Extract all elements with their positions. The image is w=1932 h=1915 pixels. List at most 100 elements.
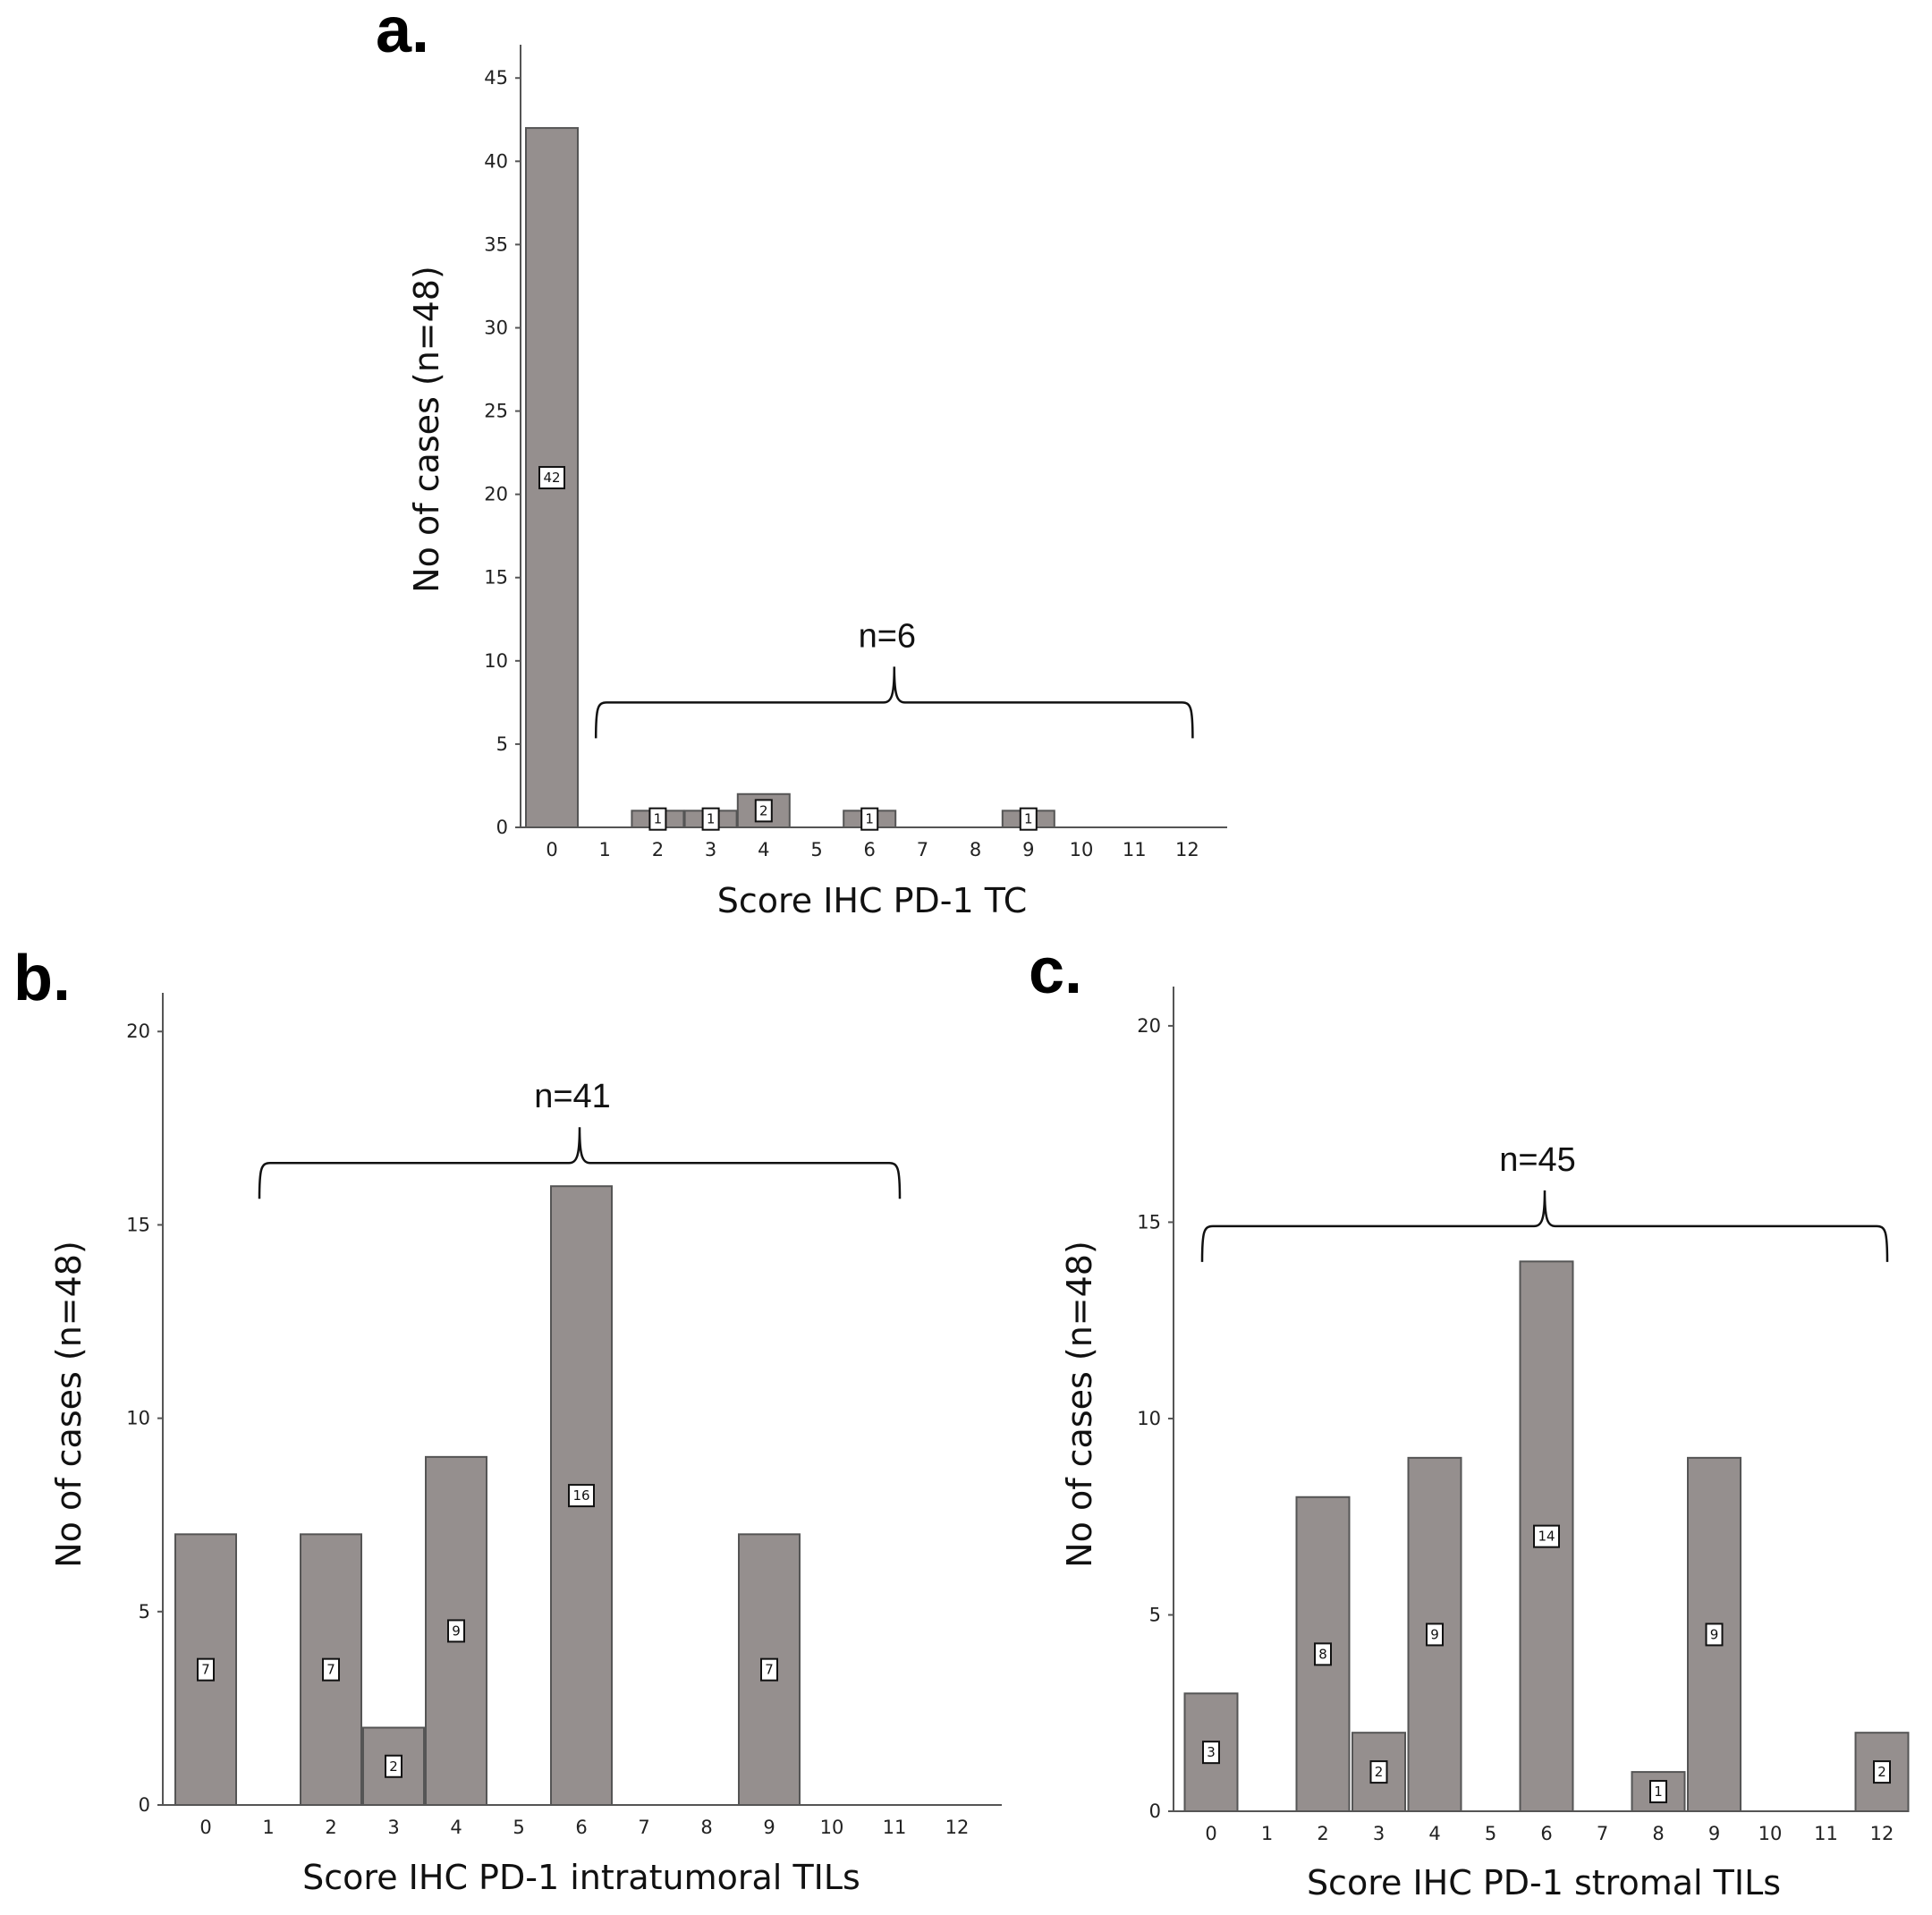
x-tick-label: 9 (763, 1817, 775, 1838)
y-tick-label: 5 (496, 733, 508, 755)
data-label-box (1369, 1760, 1388, 1784)
data-label: 9 (1710, 1626, 1719, 1642)
y-tick-label: 10 (1137, 1408, 1161, 1429)
data-label-box (1019, 807, 1038, 831)
x-tick-label: 3 (387, 1817, 399, 1838)
x-tick-label: 2 (652, 839, 664, 860)
y-tick-label: 5 (139, 1601, 150, 1623)
x-tick-label: 11 (883, 1817, 907, 1838)
bracket-label: n=41 (534, 1078, 611, 1115)
x-tick-label: 12 (1870, 1823, 1894, 1844)
y-tick-label: 15 (484, 567, 508, 589)
x-tick-label: 6 (1540, 1823, 1552, 1844)
data-label-box (760, 1657, 778, 1682)
x-tick-label: 3 (1373, 1823, 1385, 1844)
y-tick-label: 20 (484, 484, 508, 505)
y-tick-label: 0 (139, 1794, 150, 1816)
data-label-box (1873, 1760, 1891, 1784)
x-tick-label: 4 (450, 1817, 462, 1838)
x-tick-label: 11 (1123, 839, 1147, 860)
data-label: 3 (1207, 1744, 1216, 1760)
x-tick-label: 0 (199, 1817, 211, 1838)
x-tick-label: 6 (575, 1817, 587, 1838)
data-label-box (1202, 1741, 1220, 1765)
x-tick-label: 2 (325, 1817, 336, 1838)
x-tick-label: 5 (513, 1817, 524, 1838)
x-tick-label: 8 (970, 839, 981, 860)
x-tick-label: 12 (945, 1817, 970, 1838)
y-axis-title: No of cases (n=48) (407, 266, 446, 593)
data-label: 14 (1538, 1529, 1555, 1545)
data-label: 1 (1654, 1784, 1663, 1800)
data-label: 2 (1375, 1764, 1384, 1780)
x-tick-label: 10 (820, 1817, 844, 1838)
data-label: 7 (765, 1662, 774, 1678)
y-tick-label: 20 (1137, 1015, 1161, 1037)
x-tick-label: 11 (1814, 1823, 1838, 1844)
x-tick-label: 10 (1070, 839, 1094, 860)
y-tick-label: 20 (126, 1021, 150, 1042)
y-tick-label: 25 (484, 401, 508, 422)
data-label-box (1649, 1780, 1667, 1804)
y-tick-label: 30 (484, 317, 508, 338)
y-axis-title: No of cases (n=48) (49, 1241, 89, 1568)
bracket-label: n=45 (1499, 1141, 1576, 1179)
x-tick-label: 4 (1428, 1823, 1440, 1844)
data-label: 7 (326, 1662, 335, 1678)
x-tick-label: 2 (1317, 1823, 1328, 1844)
x-axis-title: Score IHC PD-1 stromal TILs (1307, 1863, 1781, 1902)
data-label: 1 (654, 811, 663, 827)
x-axis-title: Score IHC PD-1 TC (717, 881, 1028, 920)
y-tick-label: 10 (126, 1408, 150, 1429)
x-tick-label: 0 (1205, 1823, 1216, 1844)
data-label-box (1426, 1623, 1444, 1647)
x-tick-label: 7 (638, 1817, 649, 1838)
x-tick-label: 1 (1261, 1823, 1273, 1844)
data-label-box (322, 1657, 340, 1682)
bracket (258, 1127, 902, 1199)
x-tick-label: 1 (262, 1817, 274, 1838)
data-label-box (385, 1754, 402, 1778)
panel-label: a. (376, 0, 429, 66)
data-label: 2 (389, 1758, 398, 1775)
x-tick-label: 5 (1485, 1823, 1496, 1844)
data-label-box (1705, 1623, 1724, 1647)
x-tick-label: 6 (864, 839, 876, 860)
y-axis-title: No of cases (n=48) (1060, 1241, 1099, 1568)
data-label-box (568, 1484, 595, 1508)
x-axis-title: Score IHC PD-1 intratumoral TILs (302, 1858, 860, 1897)
y-tick-label: 45 (484, 67, 508, 89)
y-tick-label: 0 (1149, 1801, 1161, 1822)
x-tick-label: 8 (1652, 1823, 1664, 1844)
bracket (1200, 1190, 1889, 1262)
data-label: 1 (865, 811, 874, 827)
data-label-box (701, 807, 720, 831)
data-label-box (447, 1619, 465, 1643)
data-label-box (754, 799, 773, 823)
data-label: 2 (759, 802, 768, 818)
data-label-box (197, 1657, 215, 1682)
data-label: 2 (1877, 1764, 1886, 1780)
data-label: 7 (201, 1662, 210, 1678)
bar (1407, 1456, 1462, 1813)
x-tick-label: 3 (705, 839, 716, 860)
y-tick-label: 35 (484, 233, 508, 255)
y-tick-label: 15 (1137, 1211, 1161, 1233)
x-tick-label: 8 (700, 1817, 712, 1838)
data-label-box (1533, 1524, 1560, 1548)
data-label: 9 (1430, 1626, 1439, 1642)
data-label: 9 (452, 1623, 461, 1639)
x-tick-label: 7 (917, 839, 928, 860)
bracket-label: n=6 (859, 617, 916, 655)
x-tick-label: 4 (758, 839, 769, 860)
bracket (594, 666, 1194, 739)
data-label-box (538, 466, 565, 490)
bar (1631, 1771, 1686, 1812)
y-tick-label: 40 (484, 150, 508, 172)
data-label: 42 (543, 470, 560, 486)
y-tick-label: 15 (126, 1214, 150, 1235)
data-label: 8 (1318, 1646, 1327, 1662)
data-label: 1 (707, 811, 716, 827)
